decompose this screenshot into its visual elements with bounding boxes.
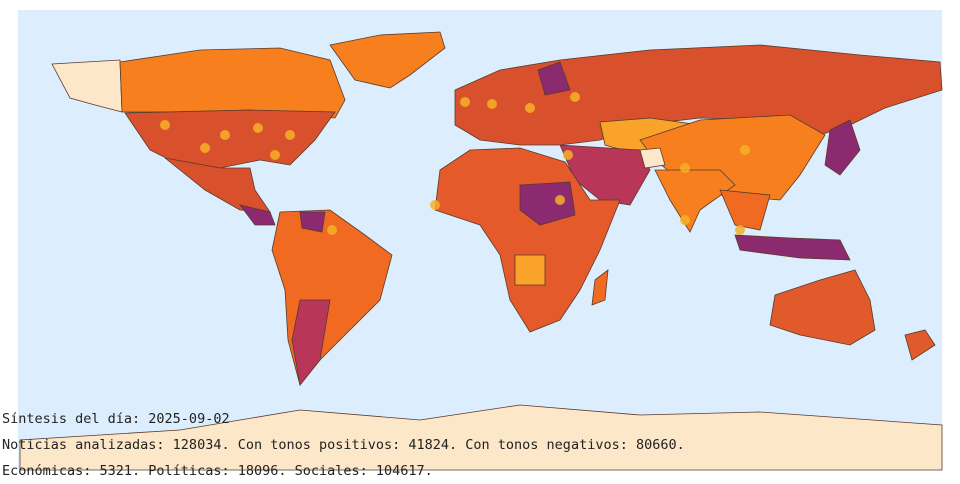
dot — [285, 130, 295, 140]
dot — [253, 123, 263, 133]
usa — [124, 109, 336, 169]
summary-news: Noticias analizadas: 128034. Con tonos p… — [2, 437, 685, 453]
dot — [680, 163, 690, 173]
india — [654, 169, 736, 233]
southeast-asia — [719, 189, 771, 231]
dot — [220, 130, 230, 140]
dot — [327, 225, 337, 235]
new-zealand — [904, 329, 936, 361]
afghanistan — [639, 147, 666, 169]
event-dots — [160, 92, 750, 235]
summary-title: Síntesis del día: 2025-09-02 — [2, 411, 230, 427]
dot — [200, 143, 210, 153]
australia — [769, 269, 876, 346]
africa — [434, 147, 621, 333]
dot — [460, 97, 470, 107]
finland — [537, 61, 571, 96]
southern-africa — [514, 254, 546, 286]
central-america — [239, 204, 276, 226]
dot — [563, 150, 573, 160]
antarctica — [19, 404, 943, 471]
dot — [487, 99, 497, 109]
summary: Síntesis del día: 2025-09-02 Noticias ana… — [2, 406, 685, 484]
dot — [735, 225, 745, 235]
dot — [430, 200, 440, 210]
summary-categories: Económicas: 5321. Políticas: 18096. Soci… — [2, 463, 433, 479]
dot — [740, 145, 750, 155]
madagascar — [591, 269, 609, 306]
dot — [160, 120, 170, 130]
indonesia — [734, 234, 851, 261]
venezuela — [299, 211, 326, 233]
sudan — [519, 181, 576, 226]
mexico — [164, 157, 271, 213]
dot — [270, 150, 280, 160]
dot — [570, 92, 580, 102]
dot — [525, 103, 535, 113]
greenland — [329, 31, 446, 89]
canada — [119, 47, 346, 119]
alaska — [51, 59, 123, 113]
argentina — [291, 299, 331, 386]
dot — [555, 195, 565, 205]
dot — [680, 215, 690, 225]
japan — [824, 119, 861, 176]
